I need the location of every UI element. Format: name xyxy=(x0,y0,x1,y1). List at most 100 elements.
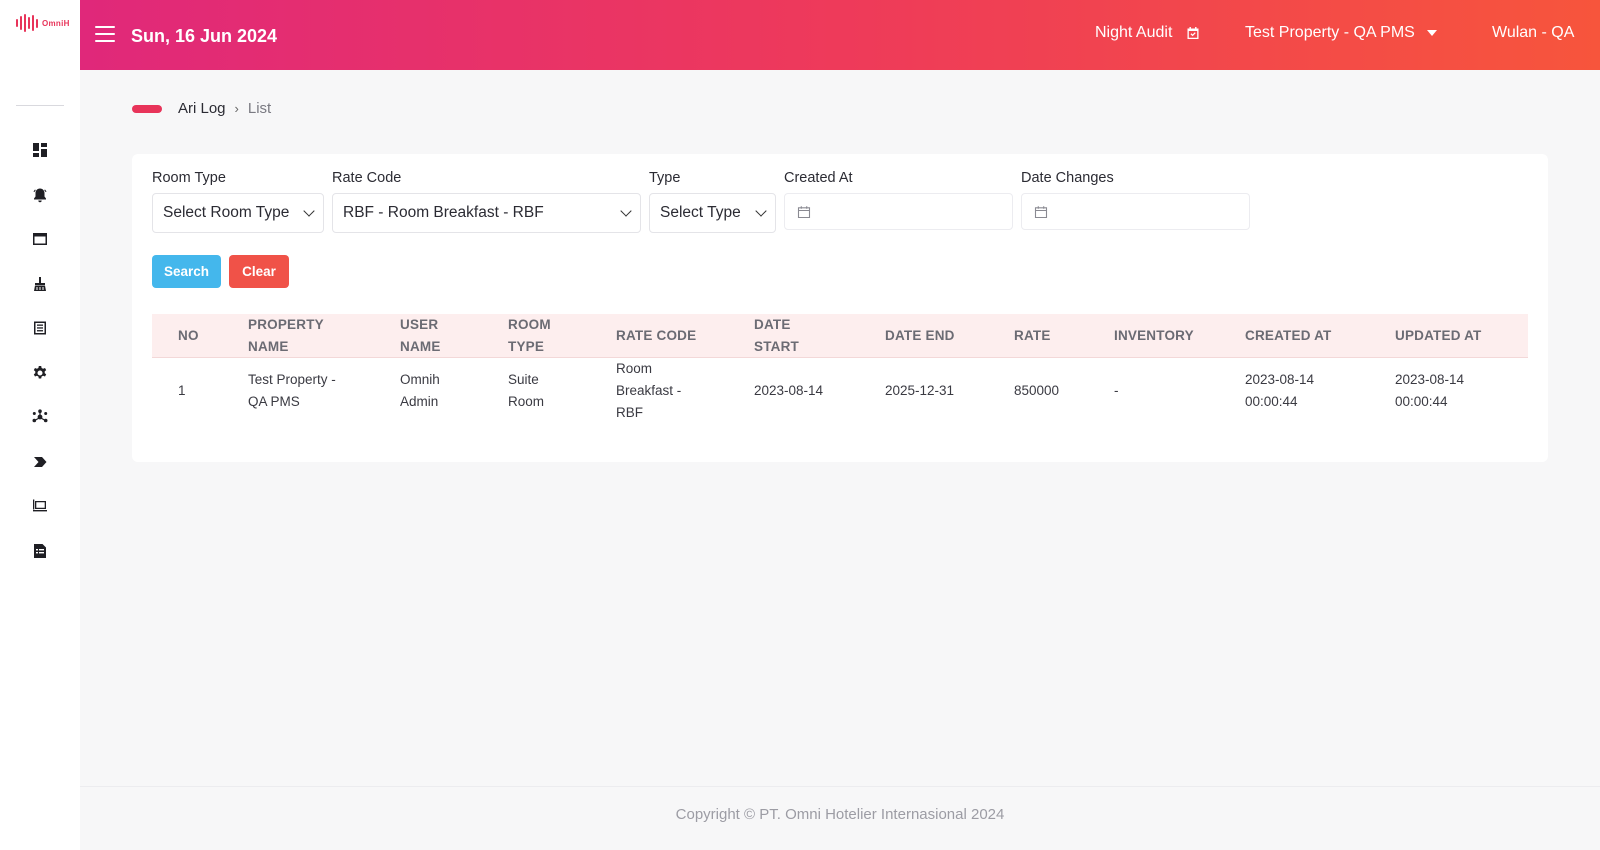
search-button[interactable]: Search xyxy=(152,255,221,288)
chevron-down-icon xyxy=(620,205,632,217)
room-type-value: Select Room Type xyxy=(163,204,290,221)
night-audit-button[interactable]: Night Audit xyxy=(1095,24,1200,42)
dashboard-icon xyxy=(33,143,47,158)
list-icon xyxy=(34,321,46,335)
breadcrumb-current: List xyxy=(247,100,272,117)
cell-text: Omnih xyxy=(400,372,440,387)
created-at-picker[interactable] xyxy=(784,193,1013,230)
sidebar-item-network[interactable] xyxy=(0,395,80,440)
header-rate: RATE xyxy=(1014,325,1114,347)
header-text: INVENTORY xyxy=(1114,327,1194,343)
sidebar-divider xyxy=(16,105,64,106)
rate-code-label: Rate Code xyxy=(332,170,402,186)
brand-logo[interactable]: OmniH xyxy=(16,14,70,32)
room-type-select[interactable]: Select Room Type xyxy=(152,193,324,233)
header-date-end: DATE END xyxy=(885,325,1014,347)
date-changes-label: Date Changes xyxy=(1021,170,1114,186)
ari-log-card: Room Type Select Room Type Rate Code RBF… xyxy=(132,154,1548,462)
chevron-right-icon: › xyxy=(234,101,239,116)
sidebar: OmniH xyxy=(0,0,80,850)
cell-text: QA PMS xyxy=(248,394,300,409)
cell-text: 850000 xyxy=(1014,383,1060,398)
window-icon xyxy=(33,233,47,246)
caret-down-icon xyxy=(1426,30,1437,36)
sidebar-item-list[interactable] xyxy=(0,306,80,351)
rate-code-select[interactable]: RBF - Room Breakfast - RBF xyxy=(332,193,641,233)
type-select[interactable]: Select Type xyxy=(649,193,776,233)
sidebar-item-frontdesk[interactable] xyxy=(0,217,80,262)
current-date: Sun, 16 Jun 2024 xyxy=(131,26,278,46)
room-type-label: Room Type xyxy=(152,170,226,186)
created-at-input[interactable] xyxy=(819,203,1000,220)
logo-mark-icon xyxy=(16,14,38,32)
header-inventory: INVENTORY xyxy=(1114,325,1245,347)
logo-text: OmniH xyxy=(42,18,70,28)
cell-rate-code: Room Breakfast - RBF xyxy=(616,358,754,424)
table-header: NO PROPERTY NAME USER NAME ROOM TYPE RATE C… xyxy=(152,314,1528,358)
header-no-label: NO xyxy=(178,327,199,343)
sidebar-item-devices[interactable] xyxy=(0,484,80,529)
top-bar: Sun, 16 Jun 2024 Night Audit Test Proper… xyxy=(80,0,1600,70)
cell-text: 2025-12-31 xyxy=(885,383,955,398)
cell-date-end: 2025-12-31 xyxy=(885,380,1014,402)
type-label: Type xyxy=(649,170,681,186)
cell-text: 1 xyxy=(178,383,186,398)
cell-text: Test Property - xyxy=(248,372,336,387)
property-name: Test Property - QA PMS xyxy=(1245,24,1415,41)
chevron-down-icon xyxy=(303,205,315,217)
calendar-check-icon xyxy=(1187,27,1199,39)
date-changes-picker[interactable] xyxy=(1021,193,1250,230)
cell-text: 00:00:44 xyxy=(1245,394,1298,409)
report-icon xyxy=(34,543,46,558)
cell-text: Suite xyxy=(508,372,539,387)
cell-inventory: - xyxy=(1114,380,1245,402)
created-at-field: Created At xyxy=(784,170,1013,233)
table-row: 1 Test Property - QA PMS Omnih Admin Suite… xyxy=(152,358,1528,424)
sidebar-item-settings[interactable] xyxy=(0,351,80,396)
sidebar-item-housekeeping[interactable] xyxy=(0,262,80,307)
header-user-name: USER NAME xyxy=(400,314,508,358)
sidebar-item-dashboard[interactable] xyxy=(0,128,80,173)
cell-no: 1 xyxy=(152,380,248,402)
user-menu[interactable]: Wulan - QA xyxy=(1492,24,1575,41)
sidebar-item-notifications[interactable] xyxy=(0,173,80,218)
cell-text: 2023-08-14 xyxy=(754,383,824,398)
cell-user-name: Omnih Admin xyxy=(400,369,508,413)
cell-updated-at: 2023-08-14 00:00:44 xyxy=(1395,369,1528,413)
breadcrumb: Ari Log › List xyxy=(132,100,271,117)
header-text: DATE END xyxy=(885,327,955,343)
sidebar-item-reports[interactable] xyxy=(0,529,80,574)
room-type-field: Room Type Select Room Type xyxy=(152,170,324,233)
sidebar-nav xyxy=(0,128,80,573)
header-text: NAME xyxy=(400,338,441,354)
breadcrumb-parent[interactable]: Ari Log xyxy=(178,100,226,117)
rate-code-value: RBF - Room Breakfast - RBF xyxy=(343,204,544,221)
cell-rate: 850000 xyxy=(1014,380,1114,402)
breadcrumb-indicator xyxy=(132,104,162,113)
night-audit-label: Night Audit xyxy=(1095,24,1173,41)
header-text: CREATED AT xyxy=(1245,327,1332,343)
header-text: DATE xyxy=(754,316,791,332)
cell-text: - xyxy=(1114,383,1119,398)
header-text: RATE CODE xyxy=(616,327,697,343)
calendar-icon xyxy=(797,205,811,218)
header-created-at: CREATED AT xyxy=(1245,325,1395,347)
property-selector[interactable]: Test Property - QA PMS xyxy=(1245,24,1437,42)
cell-text: Room xyxy=(616,361,653,376)
header-text: NAME xyxy=(248,338,289,354)
cell-property-name: Test Property - QA PMS xyxy=(248,369,400,413)
header-no: NO xyxy=(152,325,248,347)
cell-text: 2023-08-14 xyxy=(1395,372,1465,387)
date-changes-input[interactable] xyxy=(1056,203,1237,220)
cell-text: 2023-08-14 xyxy=(1245,372,1315,387)
cell-text: Admin xyxy=(400,394,439,409)
rate-code-field: Rate Code RBF - Room Breakfast - RBF xyxy=(332,170,641,233)
sidebar-item-tags[interactable] xyxy=(0,440,80,485)
cell-text: Room xyxy=(508,394,545,409)
type-field: Type Select Type xyxy=(649,170,776,233)
header-property-name: PROPERTY NAME xyxy=(248,314,400,358)
header-room-type: ROOM TYPE xyxy=(508,314,616,358)
clear-button[interactable]: Clear xyxy=(229,255,289,288)
menu-toggle-icon[interactable] xyxy=(95,26,115,42)
cell-created-at: 2023-08-14 00:00:44 xyxy=(1245,369,1395,413)
